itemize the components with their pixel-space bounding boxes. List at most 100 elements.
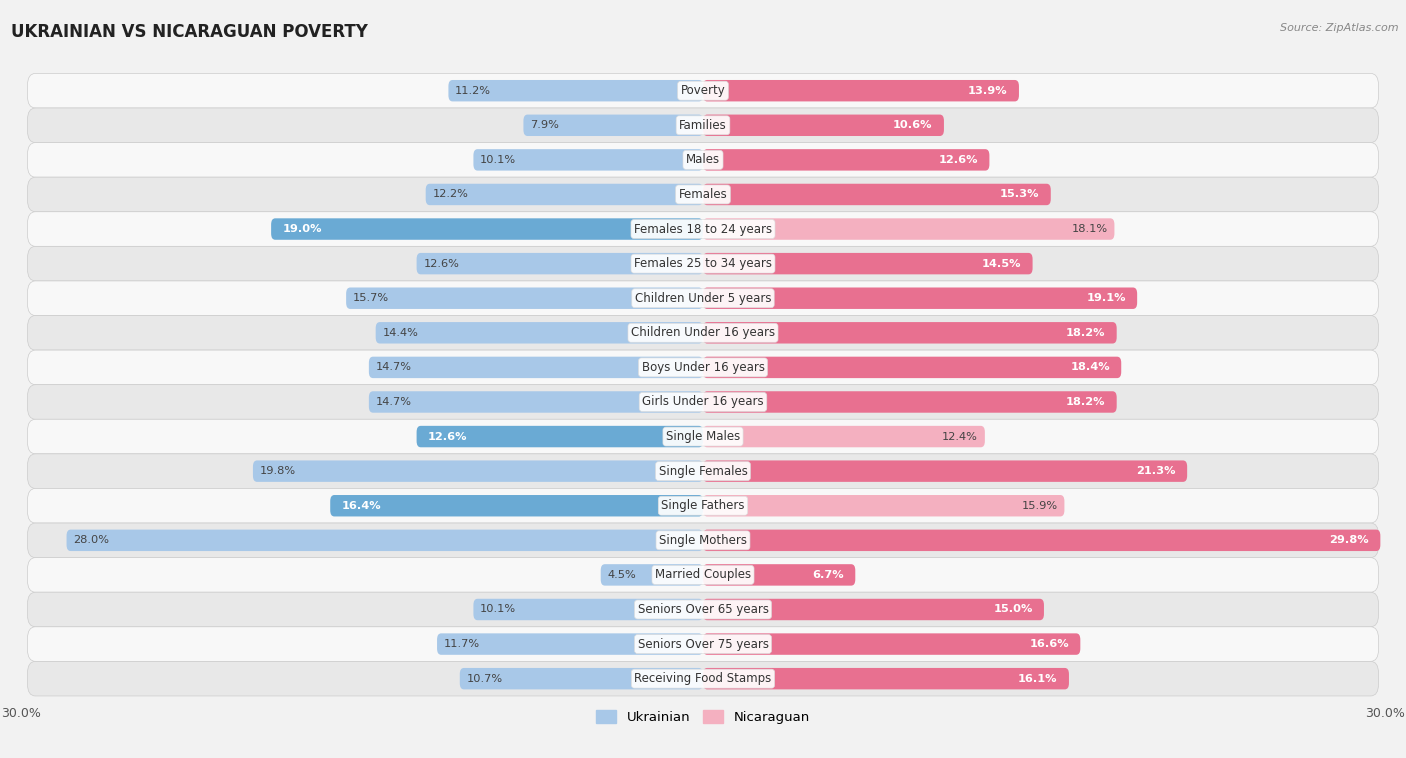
FancyBboxPatch shape	[703, 634, 1080, 655]
FancyBboxPatch shape	[600, 564, 703, 586]
Text: Single Mothers: Single Mothers	[659, 534, 747, 547]
FancyBboxPatch shape	[449, 80, 703, 102]
FancyBboxPatch shape	[703, 530, 1381, 551]
Text: 18.1%: 18.1%	[1071, 224, 1108, 234]
FancyBboxPatch shape	[28, 315, 1378, 350]
FancyBboxPatch shape	[28, 662, 1378, 696]
FancyBboxPatch shape	[28, 523, 1378, 558]
FancyBboxPatch shape	[28, 558, 1378, 592]
FancyBboxPatch shape	[703, 183, 1050, 205]
FancyBboxPatch shape	[703, 114, 943, 136]
Text: 14.5%: 14.5%	[981, 258, 1021, 268]
FancyBboxPatch shape	[703, 391, 1116, 412]
FancyBboxPatch shape	[28, 454, 1378, 488]
Text: 12.6%: 12.6%	[939, 155, 979, 165]
Text: 10.1%: 10.1%	[481, 155, 516, 165]
FancyBboxPatch shape	[28, 177, 1378, 211]
FancyBboxPatch shape	[368, 391, 703, 412]
FancyBboxPatch shape	[703, 357, 1121, 378]
FancyBboxPatch shape	[703, 426, 984, 447]
FancyBboxPatch shape	[474, 599, 703, 620]
Text: Poverty: Poverty	[681, 84, 725, 97]
Text: 19.0%: 19.0%	[283, 224, 322, 234]
Text: 16.6%: 16.6%	[1029, 639, 1069, 649]
FancyBboxPatch shape	[271, 218, 703, 240]
Text: 12.6%: 12.6%	[423, 258, 460, 268]
FancyBboxPatch shape	[703, 149, 990, 171]
Text: 4.5%: 4.5%	[607, 570, 637, 580]
Text: Married Couples: Married Couples	[655, 568, 751, 581]
Text: Children Under 16 years: Children Under 16 years	[631, 326, 775, 340]
FancyBboxPatch shape	[28, 627, 1378, 662]
FancyBboxPatch shape	[375, 322, 703, 343]
FancyBboxPatch shape	[28, 350, 1378, 385]
Text: Girls Under 16 years: Girls Under 16 years	[643, 396, 763, 409]
FancyBboxPatch shape	[703, 322, 1116, 343]
Text: Source: ZipAtlas.com: Source: ZipAtlas.com	[1281, 23, 1399, 33]
Text: 12.2%: 12.2%	[433, 190, 468, 199]
Text: Females 25 to 34 years: Females 25 to 34 years	[634, 257, 772, 270]
Text: 19.1%: 19.1%	[1087, 293, 1126, 303]
FancyBboxPatch shape	[460, 668, 703, 689]
FancyBboxPatch shape	[28, 246, 1378, 281]
Text: 19.8%: 19.8%	[260, 466, 295, 476]
Text: 16.1%: 16.1%	[1018, 674, 1057, 684]
Text: Females 18 to 24 years: Females 18 to 24 years	[634, 223, 772, 236]
Text: 10.6%: 10.6%	[893, 121, 932, 130]
Text: Boys Under 16 years: Boys Under 16 years	[641, 361, 765, 374]
FancyBboxPatch shape	[28, 143, 1378, 177]
FancyBboxPatch shape	[28, 74, 1378, 108]
Text: Females: Females	[679, 188, 727, 201]
Text: 14.4%: 14.4%	[382, 327, 419, 338]
FancyBboxPatch shape	[703, 564, 855, 586]
FancyBboxPatch shape	[703, 253, 1032, 274]
Text: 18.2%: 18.2%	[1066, 327, 1105, 338]
Text: 12.6%: 12.6%	[427, 431, 467, 442]
Text: 28.0%: 28.0%	[73, 535, 110, 545]
FancyBboxPatch shape	[28, 488, 1378, 523]
Text: 14.7%: 14.7%	[375, 397, 412, 407]
Text: 12.4%: 12.4%	[942, 431, 979, 442]
Text: 10.1%: 10.1%	[481, 604, 516, 615]
Text: 10.7%: 10.7%	[467, 674, 503, 684]
FancyBboxPatch shape	[368, 357, 703, 378]
Text: 7.9%: 7.9%	[530, 121, 560, 130]
Text: Families: Families	[679, 119, 727, 132]
FancyBboxPatch shape	[703, 668, 1069, 689]
Text: 15.7%: 15.7%	[353, 293, 389, 303]
Text: 13.9%: 13.9%	[967, 86, 1008, 96]
FancyBboxPatch shape	[703, 218, 1115, 240]
Text: 18.4%: 18.4%	[1070, 362, 1109, 372]
Text: 21.3%: 21.3%	[1136, 466, 1175, 476]
FancyBboxPatch shape	[253, 460, 703, 482]
FancyBboxPatch shape	[66, 530, 703, 551]
FancyBboxPatch shape	[28, 592, 1378, 627]
FancyBboxPatch shape	[28, 108, 1378, 143]
Text: 14.7%: 14.7%	[375, 362, 412, 372]
FancyBboxPatch shape	[28, 419, 1378, 454]
Text: Seniors Over 75 years: Seniors Over 75 years	[637, 637, 769, 650]
FancyBboxPatch shape	[346, 287, 703, 309]
FancyBboxPatch shape	[703, 495, 1064, 516]
FancyBboxPatch shape	[437, 634, 703, 655]
FancyBboxPatch shape	[474, 149, 703, 171]
Text: 15.3%: 15.3%	[1000, 190, 1039, 199]
FancyBboxPatch shape	[28, 211, 1378, 246]
FancyBboxPatch shape	[416, 253, 703, 274]
Text: Children Under 5 years: Children Under 5 years	[634, 292, 772, 305]
Text: Males: Males	[686, 153, 720, 166]
Text: Single Fathers: Single Fathers	[661, 500, 745, 512]
Text: 6.7%: 6.7%	[813, 570, 844, 580]
FancyBboxPatch shape	[703, 599, 1043, 620]
FancyBboxPatch shape	[416, 426, 703, 447]
Text: 11.2%: 11.2%	[456, 86, 491, 96]
FancyBboxPatch shape	[330, 495, 703, 516]
FancyBboxPatch shape	[703, 80, 1019, 102]
FancyBboxPatch shape	[28, 385, 1378, 419]
Text: Single Males: Single Males	[666, 430, 740, 443]
Text: 15.0%: 15.0%	[993, 604, 1032, 615]
Text: 29.8%: 29.8%	[1330, 535, 1369, 545]
Text: Single Females: Single Females	[658, 465, 748, 478]
Text: 16.4%: 16.4%	[342, 501, 381, 511]
FancyBboxPatch shape	[523, 114, 703, 136]
